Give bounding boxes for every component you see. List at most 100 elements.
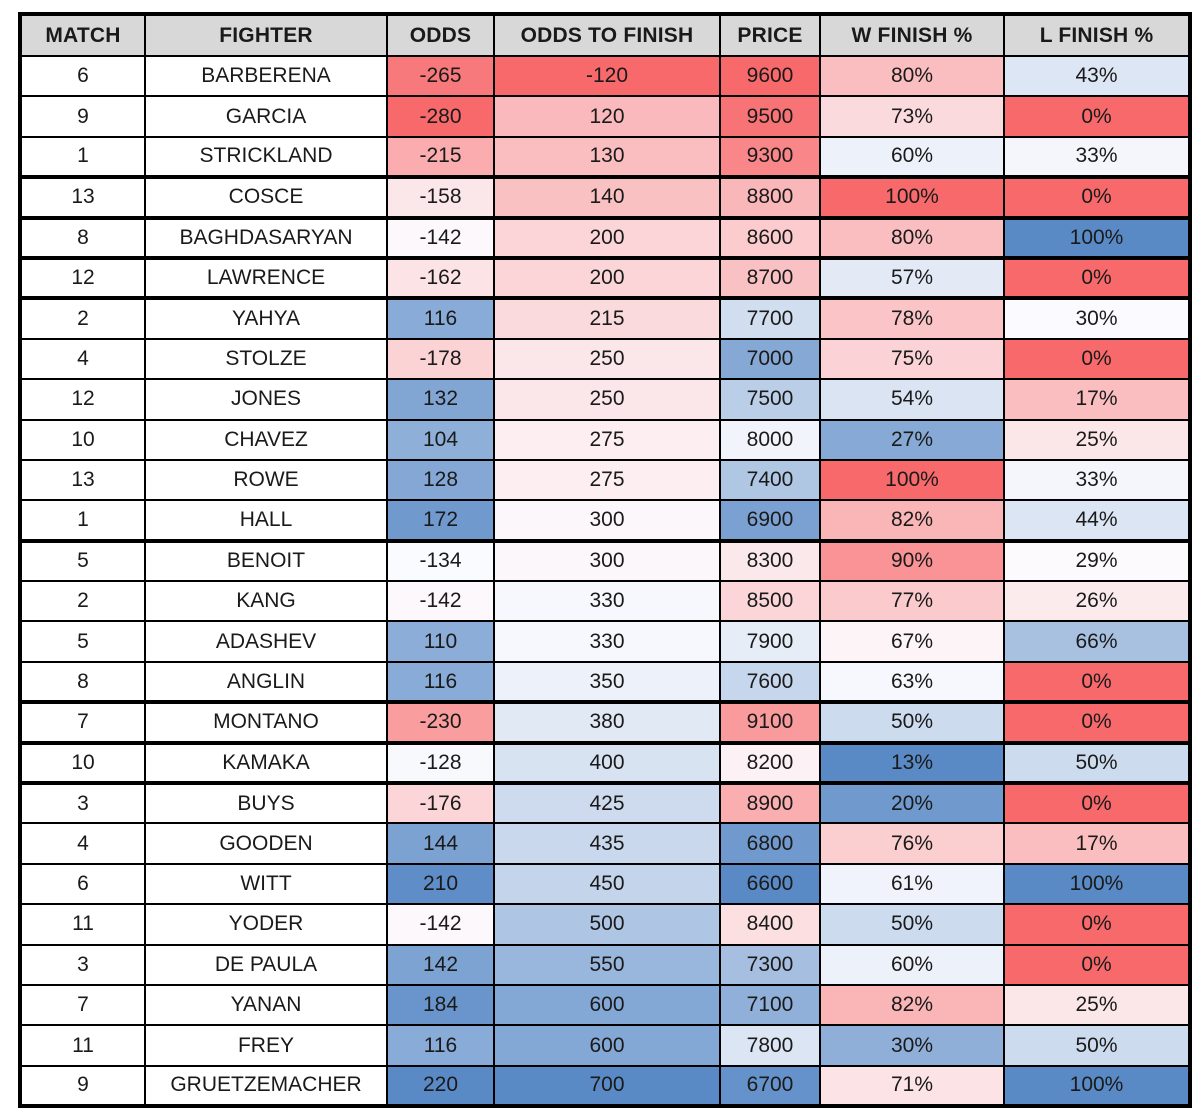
cell-l-finish-pct[interactable]: 100% <box>1003 862 1191 906</box>
cell-price[interactable]: 6700 <box>719 1064 821 1108</box>
cell-w-finish-pct[interactable]: 82% <box>819 499 1005 543</box>
cell-odds[interactable]: 116 <box>386 1024 495 1067</box>
cell-price[interactable]: 8000 <box>719 418 821 461</box>
cell-odds-to-finish[interactable]: 275 <box>493 418 721 461</box>
cell-fighter[interactable]: ADASHEV <box>144 620 388 663</box>
cell-fighter[interactable]: DE PAULA <box>144 943 388 986</box>
cell-match[interactable]: 3 <box>19 782 146 825</box>
cell-l-finish-pct[interactable]: 33% <box>1003 458 1191 502</box>
cell-odds[interactable]: 184 <box>386 983 495 1027</box>
cell-l-finish-pct[interactable]: 50% <box>1003 741 1191 786</box>
cell-match[interactable]: 7 <box>19 983 146 1027</box>
cell-price[interactable]: 9500 <box>719 95 821 138</box>
cell-l-finish-pct[interactable]: 0% <box>1003 701 1191 745</box>
cell-fighter[interactable]: CHAVEZ <box>144 418 388 461</box>
cell-l-finish-pct[interactable]: 0% <box>1003 95 1191 138</box>
cell-price[interactable]: 8800 <box>719 176 821 220</box>
cell-price[interactable]: 7900 <box>719 620 821 663</box>
cell-odds-to-finish[interactable]: 300 <box>493 499 721 543</box>
column-header-fighter[interactable]: FIGHTER <box>144 13 388 57</box>
cell-w-finish-pct[interactable]: 78% <box>819 297 1005 340</box>
cell-fighter[interactable]: BENOIT <box>144 539 388 583</box>
cell-odds[interactable]: -142 <box>386 903 495 946</box>
cell-odds[interactable]: -265 <box>386 54 495 98</box>
cell-l-finish-pct[interactable]: 0% <box>1003 337 1191 381</box>
cell-odds-to-finish[interactable]: 600 <box>493 1024 721 1067</box>
cell-match[interactable]: 9 <box>19 1064 146 1108</box>
cell-price[interactable]: 8900 <box>719 782 821 825</box>
cell-fighter[interactable]: ANGLIN <box>144 660 388 705</box>
cell-l-finish-pct[interactable]: 66% <box>1003 620 1191 663</box>
cell-l-finish-pct[interactable]: 100% <box>1003 216 1191 260</box>
column-header-w-finish-pct[interactable]: W FINISH % <box>819 13 1005 57</box>
cell-price[interactable]: 6800 <box>719 822 821 865</box>
cell-l-finish-pct[interactable]: 0% <box>1003 903 1191 946</box>
cell-l-finish-pct[interactable]: 25% <box>1003 983 1191 1027</box>
cell-match[interactable]: 1 <box>19 135 146 180</box>
column-header-price[interactable]: PRICE <box>719 13 821 57</box>
cell-odds-to-finish[interactable]: 435 <box>493 822 721 865</box>
cell-l-finish-pct[interactable]: 17% <box>1003 822 1191 865</box>
cell-price[interactable]: 7600 <box>719 660 821 705</box>
cell-odds-to-finish[interactable]: 200 <box>493 256 721 301</box>
cell-w-finish-pct[interactable]: 76% <box>819 822 1005 865</box>
cell-fighter[interactable]: HALL <box>144 499 388 543</box>
cell-fighter[interactable]: GOODEN <box>144 822 388 865</box>
cell-fighter[interactable]: MONTANO <box>144 701 388 745</box>
cell-price[interactable]: 8200 <box>719 741 821 786</box>
cell-l-finish-pct[interactable]: 29% <box>1003 539 1191 583</box>
cell-price[interactable]: 9600 <box>719 54 821 98</box>
cell-w-finish-pct[interactable]: 77% <box>819 580 1005 623</box>
cell-fighter[interactable]: STRICKLAND <box>144 135 388 180</box>
cell-price[interactable]: 7500 <box>719 378 821 421</box>
cell-odds-to-finish[interactable]: 140 <box>493 176 721 220</box>
cell-match[interactable]: 12 <box>19 256 146 301</box>
cell-price[interactable]: 7000 <box>719 337 821 381</box>
cell-odds-to-finish[interactable]: 550 <box>493 943 721 986</box>
cell-match[interactable]: 10 <box>19 418 146 461</box>
cell-odds-to-finish[interactable]: 600 <box>493 983 721 1027</box>
cell-odds-to-finish[interactable]: 275 <box>493 458 721 502</box>
cell-price[interactable]: 8400 <box>719 903 821 946</box>
cell-fighter[interactable]: KANG <box>144 580 388 623</box>
column-header-l-finish-pct[interactable]: L FINISH % <box>1003 13 1191 57</box>
cell-fighter[interactable]: GRUETZEMACHER <box>144 1064 388 1108</box>
column-header-odds[interactable]: ODDS <box>386 13 495 57</box>
cell-odds-to-finish[interactable]: 450 <box>493 862 721 906</box>
cell-fighter[interactable]: WITT <box>144 862 388 906</box>
cell-odds-to-finish[interactable]: 200 <box>493 216 721 260</box>
cell-w-finish-pct[interactable]: 50% <box>819 701 1005 745</box>
cell-odds[interactable]: 116 <box>386 660 495 705</box>
cell-match[interactable]: 13 <box>19 176 146 220</box>
cell-l-finish-pct[interactable]: 44% <box>1003 499 1191 543</box>
cell-odds[interactable]: 132 <box>386 378 495 421</box>
cell-odds-to-finish[interactable]: -120 <box>493 54 721 98</box>
cell-odds-to-finish[interactable]: 500 <box>493 903 721 946</box>
cell-w-finish-pct[interactable]: 54% <box>819 378 1005 421</box>
cell-w-finish-pct[interactable]: 57% <box>819 256 1005 301</box>
cell-l-finish-pct[interactable]: 43% <box>1003 54 1191 98</box>
cell-fighter[interactable]: KAMAKA <box>144 741 388 786</box>
cell-match[interactable]: 10 <box>19 741 146 786</box>
cell-fighter[interactable]: YODER <box>144 903 388 946</box>
cell-odds[interactable]: 128 <box>386 458 495 502</box>
cell-odds[interactable]: -158 <box>386 176 495 220</box>
cell-w-finish-pct[interactable]: 82% <box>819 983 1005 1027</box>
cell-odds-to-finish[interactable]: 215 <box>493 297 721 340</box>
cell-match[interactable]: 5 <box>19 620 146 663</box>
cell-w-finish-pct[interactable]: 80% <box>819 54 1005 98</box>
cell-l-finish-pct[interactable]: 33% <box>1003 135 1191 180</box>
cell-odds[interactable]: -280 <box>386 95 495 138</box>
cell-odds[interactable]: -215 <box>386 135 495 180</box>
cell-odds[interactable]: 220 <box>386 1064 495 1108</box>
cell-odds[interactable]: 110 <box>386 620 495 663</box>
cell-l-finish-pct[interactable]: 0% <box>1003 660 1191 705</box>
cell-price[interactable]: 7300 <box>719 943 821 986</box>
cell-w-finish-pct[interactable]: 20% <box>819 782 1005 825</box>
cell-match[interactable]: 1 <box>19 499 146 543</box>
cell-match[interactable]: 13 <box>19 458 146 502</box>
cell-l-finish-pct[interactable]: 0% <box>1003 782 1191 825</box>
cell-odds[interactable]: -134 <box>386 539 495 583</box>
cell-odds[interactable]: -142 <box>386 216 495 260</box>
cell-odds-to-finish[interactable]: 330 <box>493 580 721 623</box>
